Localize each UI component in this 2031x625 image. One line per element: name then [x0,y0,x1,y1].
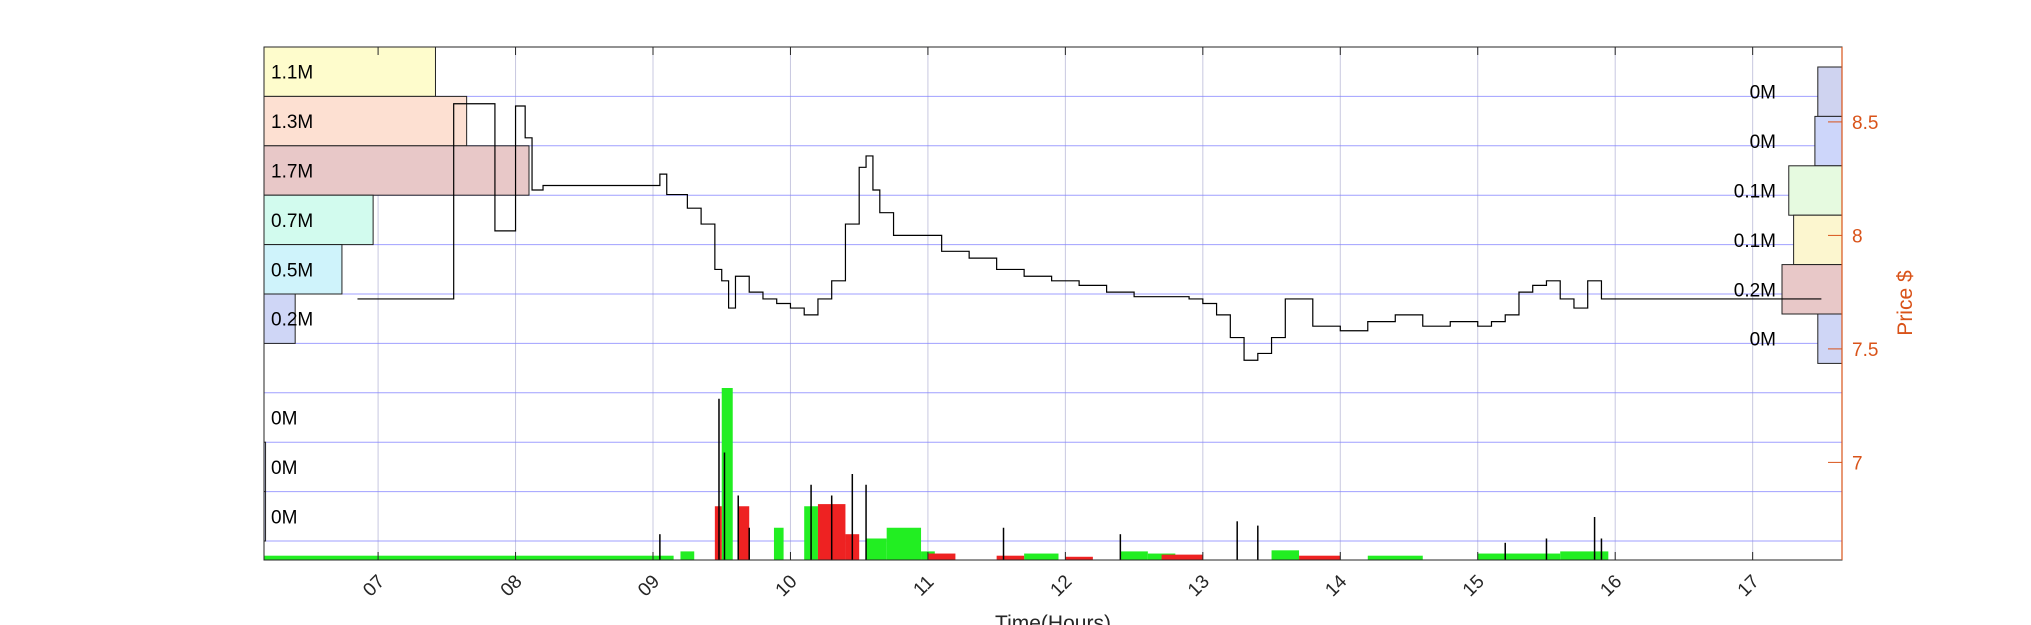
x-tick-label: 17 [1734,571,1764,601]
volume-bar-buy [1367,555,1423,560]
profile-bar-left [263,244,343,295]
profile-label-right: 0M [1750,132,1776,153]
volume-bar-buy [866,538,887,560]
volume-bar-sell [738,506,750,560]
profile-bar-right [1793,214,1843,266]
profile-label-right: 0M [1750,83,1776,104]
profile-bar-right [1788,165,1843,216]
x-tick-label: 11 [910,572,939,601]
y-axis-ticks: 7 7.5 8 8.5 [1828,113,1878,474]
profile-bar-left [263,95,468,147]
profile-bar-right [1781,264,1843,315]
profile-bar-left [263,46,436,97]
x-tick-label: 07 [359,571,389,601]
profile-label-right: 0.1M [1734,182,1776,203]
profile-label-right: 0M [1750,330,1776,351]
x-tick-label: 12 [1047,571,1077,601]
y-tick-label: 7 [1852,453,1863,474]
volume-bar-buy [1024,553,1059,560]
y-axis-label: Price $ [1894,270,1917,336]
volume-bar-sell [1161,554,1203,560]
price-series [357,103,1822,361]
volume-bar-sell [1299,555,1341,560]
profile-bar-left [263,145,530,196]
volume-bar-buy [264,555,674,560]
profile-bar-right [1817,313,1843,364]
volume-bar-buy [680,551,695,560]
y-tick-label: 8 [1852,226,1863,247]
x-tick-label: 14 [1321,571,1351,601]
x-tick-label: 15 [1459,571,1489,601]
profile-label-left: 0.2M [271,310,313,331]
price-line [357,103,1822,361]
volume-bars [264,388,1609,560]
volume-bar-buy [1477,553,1561,560]
profile-label-left: 0.7M [271,211,313,232]
profile-bar-right [1814,115,1843,167]
profile-bar-left [263,194,374,246]
profile-bar-right [1817,66,1843,117]
profile-bar-left [263,293,296,344]
volume-bar-sell [927,553,956,560]
profile-label-left: 1.3M [271,112,313,133]
volume-bar-buy [886,527,922,560]
y-tick-label: 7.5 [1852,340,1878,361]
profile-label-right: 0.1M [1734,231,1776,252]
x-tick-label: 10 [772,571,802,601]
grid [264,47,1842,560]
x-tick-label: 09 [634,571,664,601]
volume-profile-left: 1.1M 1.3M 1.7M 0.7M 0.5M 0.2M 0M 0M 0M [263,46,530,542]
volume-bar-buy [721,388,733,560]
profile-label-left: 1.1M [271,63,313,84]
volume-profile-right: 0M 0M 0.1M 0.1M 0.2M 0M [1734,66,1843,364]
volume-bar-buy [1560,551,1609,560]
profile-label-left: 0M [271,507,297,528]
volume-bar-buy [1120,551,1148,560]
y-tick-label: 8.5 [1852,113,1878,134]
volume-bar-sell [1065,556,1093,560]
volume-bar-sell [996,555,1025,560]
x-axis-label: Time(Hours) [995,612,1111,625]
plot-background [264,47,1842,560]
x-tick-label: 13 [1184,571,1214,601]
profile-label-left: 1.7M [271,162,313,183]
x-tick-label: 08 [497,571,527,601]
volume-bar-buy [1271,550,1300,560]
profile-label-left: 0.5M [271,260,313,281]
volume-bar-buy [773,527,784,560]
profile-label-left: 0M [271,458,297,479]
profile-label-left: 0M [271,409,297,430]
profile-label-right: 0.2M [1734,280,1776,301]
x-tick-label: 16 [1596,571,1626,601]
